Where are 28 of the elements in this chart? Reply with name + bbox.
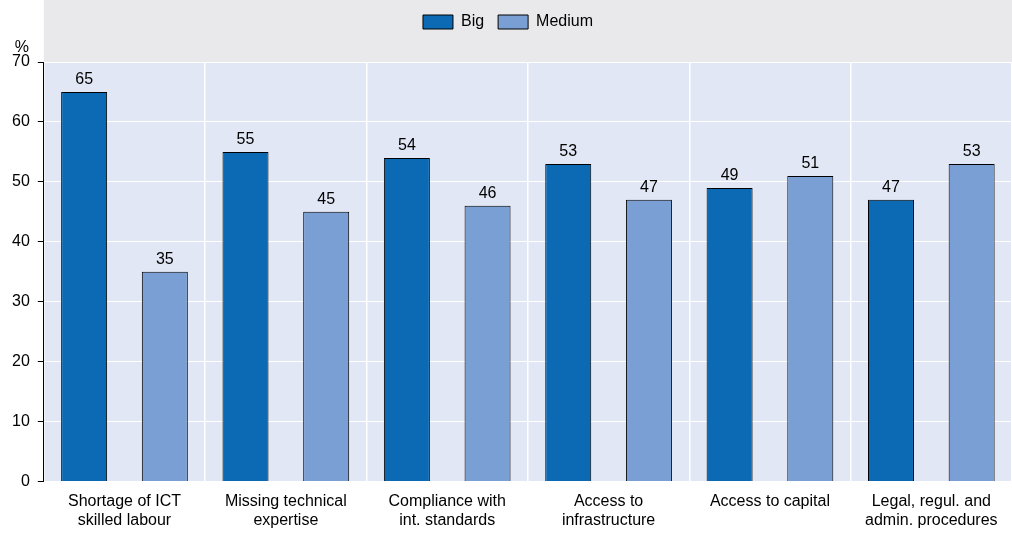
x-tick-label: Missing technical expertise [224,491,347,528]
data-label: 47 [640,178,658,196]
data-label: 55 [236,130,255,148]
y-tick-label: 70 [12,52,30,70]
x-tick-label: Legal, regul. and admin. procedures [865,491,998,528]
legend-label: Medium [536,12,594,30]
data-label: 45 [317,190,336,208]
x-tick-label: Access to capital [709,491,830,509]
y-tick-label: 30 [12,292,30,310]
y-tick-label: 60 [12,112,30,130]
y-tick-label: 20 [12,352,30,370]
x-tick-label: Shortage of ICT skilled labour [68,491,182,528]
data-label: 35 [155,250,174,268]
y-tick-label: 10 [12,412,30,430]
data-label: 47 [882,178,900,196]
x-tick-label: Compliance with int. standards [388,491,506,528]
data-label: 54 [397,136,416,154]
y-tick-label: 50 [12,172,30,190]
data-label: 53 [559,142,578,160]
data-label: 51 [801,154,820,172]
data-label: 46 [478,184,497,202]
legend-label: Big [460,12,485,30]
data-label: 65 [75,70,94,88]
data-label: 53 [962,142,981,160]
data-label: 49 [720,166,739,184]
x-tick-label: Access to infrastructure [561,491,656,528]
y-tick-label: 0 [20,472,30,490]
y-tick-label: 40 [12,232,30,250]
